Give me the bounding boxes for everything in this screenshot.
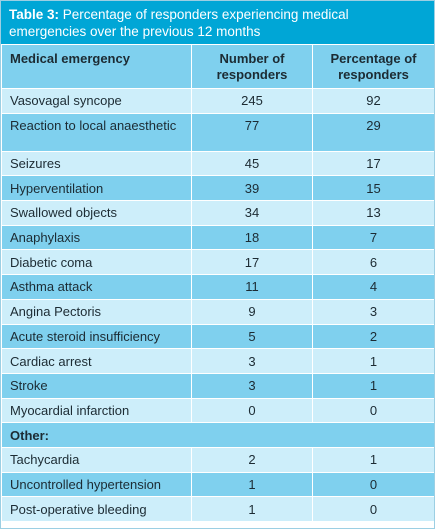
table-row: Uncontrolled hypertension 1 0	[1, 471, 434, 498]
responder-percentage: 6	[312, 249, 434, 276]
emergency-name: Cardiac arrest	[1, 348, 192, 374]
table-row: Acute steroid insufficiency 5 2	[1, 323, 434, 350]
table-row: Diabetic coma 17 6	[1, 249, 434, 276]
responder-count: 11	[191, 274, 313, 300]
table-row: Angina Pectoris 9 3	[1, 298, 434, 325]
responder-percentage: 13	[312, 200, 434, 226]
responder-count: 3	[191, 348, 313, 374]
caption-text: Percentage of responders experiencing me…	[9, 7, 349, 39]
emergency-name: Tachycardia	[1, 446, 192, 473]
other-section-label: Other:	[1, 422, 434, 448]
emergency-name: Asthma attack	[1, 274, 192, 300]
table-row: Cardiac arrest 3 1	[1, 348, 434, 374]
emergency-name: Anaphylaxis	[1, 224, 192, 251]
header-number-of-responders: Number of responders	[191, 44, 313, 89]
responder-count: 34	[191, 200, 313, 226]
other-section-header: Other:	[1, 422, 434, 448]
header-row: Medical emergency Number of responders P…	[1, 44, 434, 89]
emergency-name: Hyperventilation	[1, 175, 192, 202]
emergency-name: Myocardial infarction	[1, 397, 192, 424]
emergency-name: Seizures	[1, 150, 192, 177]
responder-count: 9	[191, 298, 313, 325]
responder-count: 77	[191, 112, 313, 152]
responder-count: 45	[191, 150, 313, 177]
responder-percentage: 4	[312, 274, 434, 300]
emergency-name: Acute steroid insufficiency	[1, 323, 192, 350]
responder-percentage: 1	[312, 372, 434, 399]
responder-percentage: 3	[312, 298, 434, 325]
emergency-name: Swallowed objects	[1, 200, 192, 226]
responder-percentage: 17	[312, 150, 434, 177]
responder-percentage: 29	[312, 112, 434, 152]
responder-percentage: 0	[312, 471, 434, 498]
responder-percentage: 1	[312, 348, 434, 374]
caption-label: Table 3:	[9, 7, 60, 22]
table-row: Myocardial infarction 0 0	[1, 397, 434, 424]
table-row: Seizures 45 17	[1, 150, 434, 177]
emergency-name: Angina Pectoris	[1, 298, 192, 325]
table-row: Stroke 3 1	[1, 372, 434, 399]
header-medical-emergency: Medical emergency	[1, 44, 192, 89]
table-caption: Table 3: Percentage of responders experi…	[1, 1, 434, 44]
responder-percentage: 0	[312, 397, 434, 424]
responder-percentage: 15	[312, 175, 434, 202]
table-row: Post-operative bleeding 1 0	[1, 496, 434, 522]
table-row: Tachycardia 2 1	[1, 446, 434, 473]
responder-count: 17	[191, 249, 313, 276]
header-percentage-of-responders: Percentage of responders	[312, 44, 434, 89]
emergency-name: Uncontrolled hypertension	[1, 471, 192, 498]
table-row: Swallowed objects 34 13	[1, 200, 434, 226]
responder-count: 5	[191, 323, 313, 350]
responder-count: 18	[191, 224, 313, 251]
table-row: Hyperventilation 39 15	[1, 175, 434, 202]
table-row: Asthma attack 11 4	[1, 274, 434, 300]
responder-percentage: 0	[312, 496, 434, 522]
medical-emergencies-table: Medical emergency Number of responders P…	[1, 44, 434, 522]
table-row: Reaction to local anaesthetic 77 29	[1, 112, 434, 152]
emergency-name: Post-operative bleeding	[1, 496, 192, 522]
emergency-name: Reaction to local anaesthetic	[1, 112, 192, 152]
responder-percentage: 7	[312, 224, 434, 251]
responder-count: 1	[191, 496, 313, 522]
responder-percentage: 92	[312, 88, 434, 114]
responder-percentage: 2	[312, 323, 434, 350]
table-row: Vasovagal syncope 245 92	[1, 88, 434, 114]
responder-count: 2	[191, 446, 313, 473]
responder-count: 39	[191, 175, 313, 202]
responder-percentage: 1	[312, 446, 434, 473]
emergency-name: Diabetic coma	[1, 249, 192, 276]
table-row: Anaphylaxis 18 7	[1, 224, 434, 251]
responder-count: 3	[191, 372, 313, 399]
emergency-name: Stroke	[1, 372, 192, 399]
responder-count: 245	[191, 88, 313, 114]
emergency-name: Vasovagal syncope	[1, 88, 192, 114]
responder-count: 1	[191, 471, 313, 498]
responder-count: 0	[191, 397, 313, 424]
